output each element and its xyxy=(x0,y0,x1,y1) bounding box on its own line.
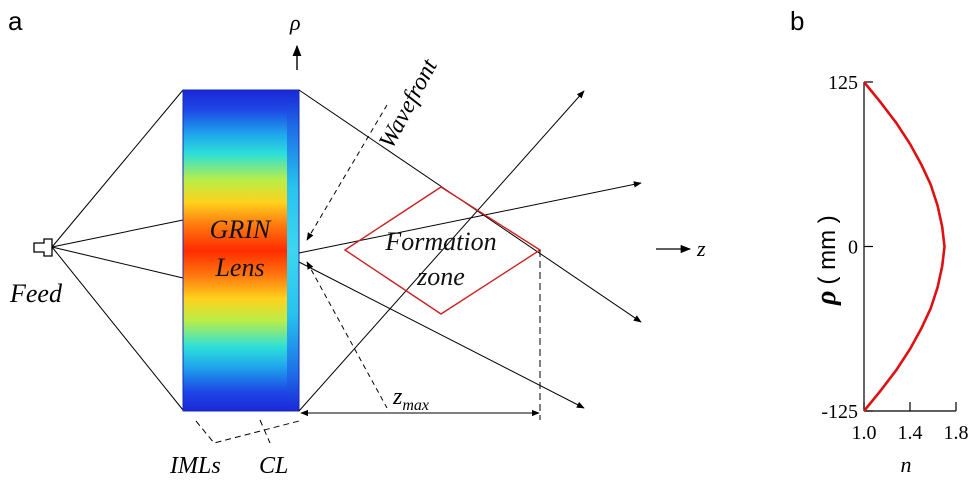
rho-label: ρ xyxy=(289,10,301,35)
x-tick-label: 1.8 xyxy=(944,422,969,444)
wavefront-label: Wavefront xyxy=(374,54,443,153)
z-label: z xyxy=(696,236,706,261)
feed-horn-icon xyxy=(33,238,53,257)
x-ticks: 1.0 1.4 1.8 xyxy=(852,402,969,444)
imls-pointer xyxy=(195,420,300,444)
wavefront-upper xyxy=(306,104,388,241)
x-tick-label: 1.0 xyxy=(852,422,877,444)
panel-a-label: a xyxy=(8,6,23,36)
formation-label-line1: Formation xyxy=(384,227,496,256)
lens-label-line2: Lens xyxy=(214,253,264,282)
formation-label-line2: zone xyxy=(416,262,465,291)
zmax-label: zmax xyxy=(392,384,429,414)
grin-lens xyxy=(183,90,287,411)
cl-pointer xyxy=(259,419,271,444)
y-tick-label: -125 xyxy=(821,401,858,423)
x-axis-label: n xyxy=(901,452,912,477)
y-ticks: 125 0 -125 xyxy=(821,72,873,423)
panel-b-label: b xyxy=(790,6,804,36)
cl-label: CL xyxy=(259,453,288,479)
lens-label-line1: GRIN xyxy=(210,215,272,244)
coating-layer xyxy=(287,90,299,411)
feed-rays xyxy=(51,89,184,411)
index-profile-chart: 125 0 -125 1.0 1.4 1.8 ρ( mm ) n xyxy=(811,72,969,477)
y-tick-label: 125 xyxy=(828,72,858,94)
feed-label: Feed xyxy=(9,279,63,308)
wavefront-lower xyxy=(306,261,388,409)
imls-label: IMLs xyxy=(169,453,221,479)
lens-border xyxy=(182,89,300,412)
index-profile-line xyxy=(862,81,946,412)
y-tick-label: 0 xyxy=(848,237,858,259)
y-axis-label: ρ( mm ) xyxy=(811,215,842,306)
x-tick-label: 1.4 xyxy=(898,422,923,444)
